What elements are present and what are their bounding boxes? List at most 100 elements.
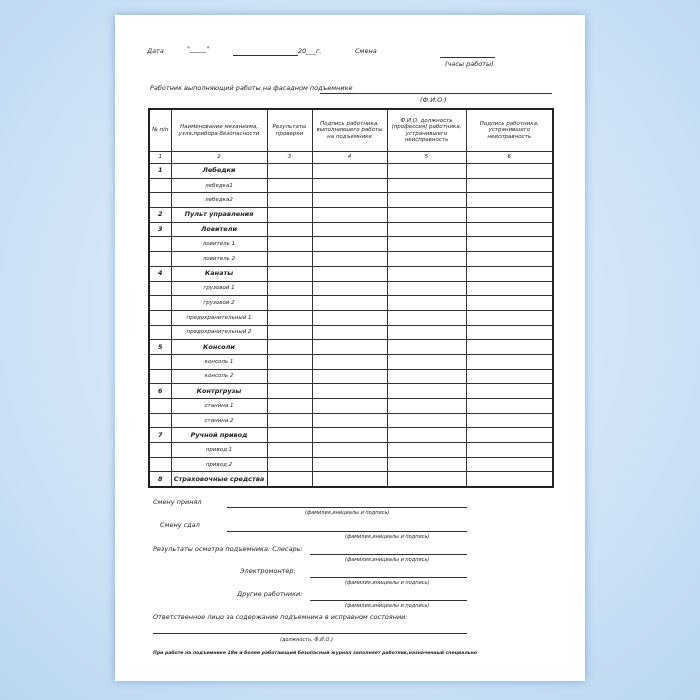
entry-cell[interactable] xyxy=(266,192,313,209)
entry-cell[interactable] xyxy=(266,471,313,488)
item-name: лебедка1 xyxy=(170,177,268,194)
entry-cell[interactable] xyxy=(311,280,388,297)
entry-cell[interactable] xyxy=(311,324,388,341)
entry-cell[interactable] xyxy=(266,456,313,473)
entry-cell[interactable] xyxy=(311,236,388,253)
entry-cell[interactable] xyxy=(311,295,388,311)
entry-cell[interactable] xyxy=(465,309,554,326)
entry-cell[interactable] xyxy=(311,207,388,223)
entry-cell[interactable] xyxy=(386,324,467,341)
entry-cell[interactable] xyxy=(465,456,554,473)
entry-cell[interactable] xyxy=(465,221,554,238)
entry-cell[interactable] xyxy=(465,471,554,488)
entry-cell[interactable] xyxy=(465,265,554,282)
entry-cell[interactable] xyxy=(386,295,467,311)
entry-cell[interactable] xyxy=(311,265,388,282)
entry-cell[interactable] xyxy=(266,251,313,267)
entry-cell[interactable] xyxy=(386,368,467,385)
entry-cell[interactable] xyxy=(386,471,467,488)
entry-cell[interactable] xyxy=(465,280,554,297)
entry-cell[interactable] xyxy=(386,427,467,444)
entry-cell[interactable] xyxy=(266,324,313,341)
entry-cell[interactable] xyxy=(311,353,388,370)
entry-cell[interactable] xyxy=(266,309,313,326)
entry-cell[interactable] xyxy=(465,353,554,370)
entry-cell[interactable] xyxy=(386,207,467,223)
entry-cell[interactable] xyxy=(386,221,467,238)
entry-cell[interactable] xyxy=(386,456,467,473)
entry-cell[interactable] xyxy=(311,427,388,444)
entry-cell[interactable] xyxy=(465,412,554,429)
entry-cell[interactable] xyxy=(266,207,313,223)
entry-cell[interactable] xyxy=(386,309,467,326)
entry-cell[interactable] xyxy=(311,339,388,355)
entry-cell[interactable] xyxy=(465,398,554,414)
row-number xyxy=(148,295,172,311)
entry-cell[interactable] xyxy=(311,251,388,267)
entry-cell[interactable] xyxy=(266,412,313,429)
entry-cell[interactable] xyxy=(266,339,313,355)
entry-cell[interactable] xyxy=(266,427,313,444)
entry-cell[interactable] xyxy=(311,177,388,194)
entry-cell[interactable] xyxy=(386,383,467,399)
entry-cell[interactable] xyxy=(266,265,313,282)
entry-cell[interactable] xyxy=(311,398,388,414)
entry-cell[interactable] xyxy=(465,427,554,444)
entry-cell[interactable] xyxy=(465,177,554,194)
entry-cell[interactable] xyxy=(266,280,313,297)
entry-cell[interactable] xyxy=(386,192,467,209)
entry-cell[interactable] xyxy=(386,353,467,370)
entry-cell[interactable] xyxy=(311,471,388,488)
table-row: лебедка2 xyxy=(148,192,554,209)
table-row: грузовой 2 xyxy=(148,295,554,311)
entry-cell[interactable] xyxy=(266,442,313,458)
entry-cell[interactable] xyxy=(311,368,388,385)
column-number: 1 xyxy=(148,151,172,164)
entry-cell[interactable] xyxy=(311,442,388,458)
entry-cell[interactable] xyxy=(311,383,388,399)
entry-cell[interactable] xyxy=(311,221,388,238)
entry-cell[interactable] xyxy=(465,383,554,399)
entry-cell[interactable] xyxy=(465,295,554,311)
entry-cell[interactable] xyxy=(465,163,554,179)
entry-cell[interactable] xyxy=(266,368,313,385)
entry-cell[interactable] xyxy=(465,339,554,355)
entry-cell[interactable] xyxy=(266,221,313,238)
entry-cell[interactable] xyxy=(465,442,554,458)
row-number xyxy=(148,442,172,458)
locksmith-line xyxy=(310,554,467,555)
entry-cell[interactable] xyxy=(465,251,554,267)
entry-cell[interactable] xyxy=(465,207,554,223)
date-label: Дата xyxy=(147,47,164,55)
entry-cell[interactable] xyxy=(266,177,313,194)
entry-cell[interactable] xyxy=(266,383,313,399)
table-row: привод 2 xyxy=(148,456,554,473)
entry-cell[interactable] xyxy=(386,177,467,194)
entry-cell[interactable] xyxy=(465,324,554,341)
entry-cell[interactable] xyxy=(311,412,388,429)
entry-cell[interactable] xyxy=(465,236,554,253)
entry-cell[interactable] xyxy=(465,368,554,385)
entry-cell[interactable] xyxy=(386,251,467,267)
entry-cell[interactable] xyxy=(311,163,388,179)
entry-cell[interactable] xyxy=(386,398,467,414)
row-number xyxy=(148,324,172,341)
entry-cell[interactable] xyxy=(386,339,467,355)
entry-cell[interactable] xyxy=(266,353,313,370)
entry-cell[interactable] xyxy=(266,163,313,179)
entry-cell[interactable] xyxy=(386,163,467,179)
entry-cell[interactable] xyxy=(386,442,467,458)
entry-cell[interactable] xyxy=(386,280,467,297)
entry-cell[interactable] xyxy=(266,295,313,311)
entry-cell[interactable] xyxy=(386,236,467,253)
entry-cell[interactable] xyxy=(465,192,554,209)
signature-caption: (фамилия,инициалы и подпись) xyxy=(345,580,430,586)
entry-cell[interactable] xyxy=(386,265,467,282)
entry-cell[interactable] xyxy=(386,412,467,429)
entry-cell[interactable] xyxy=(311,309,388,326)
entry-cell[interactable] xyxy=(311,192,388,209)
entry-cell[interactable] xyxy=(266,398,313,414)
entry-cell[interactable] xyxy=(266,236,313,253)
month-line xyxy=(233,55,298,56)
entry-cell[interactable] xyxy=(311,456,388,473)
